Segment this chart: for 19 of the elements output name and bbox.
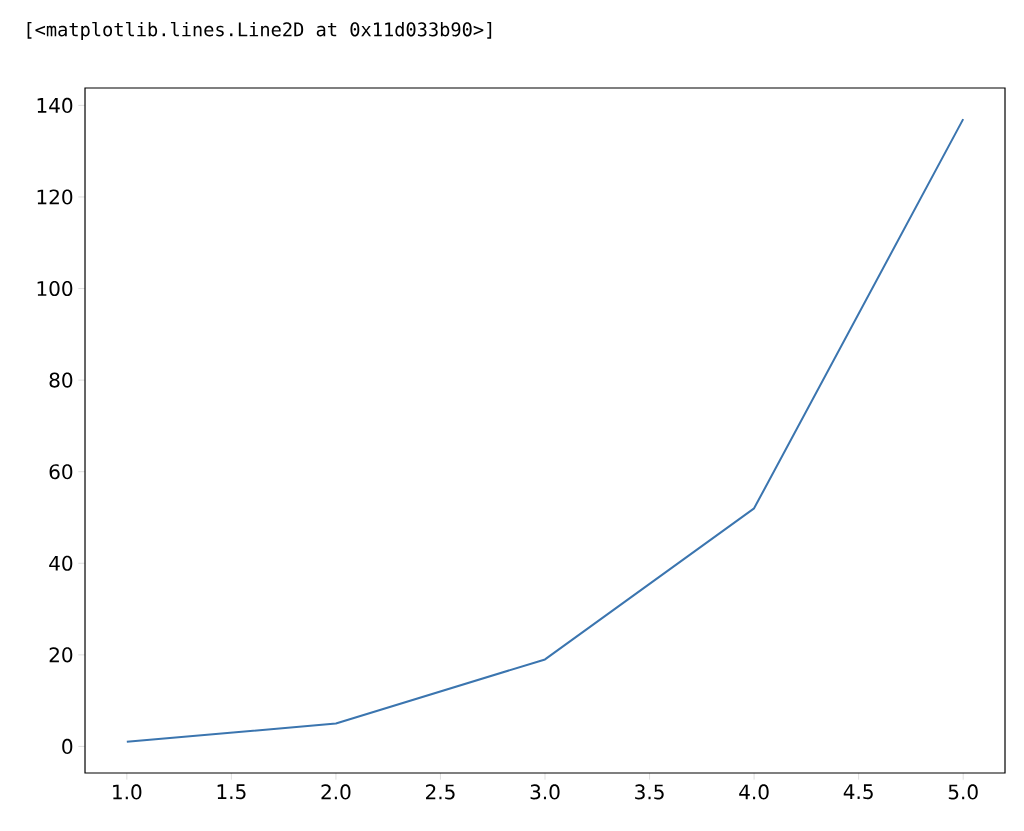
y-tick-label: 120	[37, 189, 73, 205]
y-tick-label: 0	[62, 738, 73, 754]
x-tick-label: 4.0	[739, 784, 769, 800]
x-tick-label: 3.5	[635, 784, 664, 800]
line-series	[125, 118, 965, 743]
x-tick-label: 2.5	[426, 784, 455, 800]
x-tick-label: 5.0	[948, 784, 978, 800]
text: [<matplotlib.lines.Line2D at 0x11d033b90>]	[27, 21, 492, 41]
y-tick-label: 20	[49, 647, 73, 663]
y-tick-label: 60	[49, 464, 73, 480]
x-tick-label: 2.0	[321, 784, 351, 800]
x-tick-label: 1.0	[113, 784, 142, 800]
y-tick-label: 140	[37, 97, 73, 113]
x-tick-label: 4.5	[843, 784, 873, 800]
y-tick-label: 100	[37, 280, 73, 297]
x-tick-label: 1.5	[217, 784, 246, 800]
y-tick-label: 80	[49, 372, 73, 388]
x-tick-label: 3.0	[530, 784, 560, 800]
y-tick-label: 40	[49, 555, 73, 571]
